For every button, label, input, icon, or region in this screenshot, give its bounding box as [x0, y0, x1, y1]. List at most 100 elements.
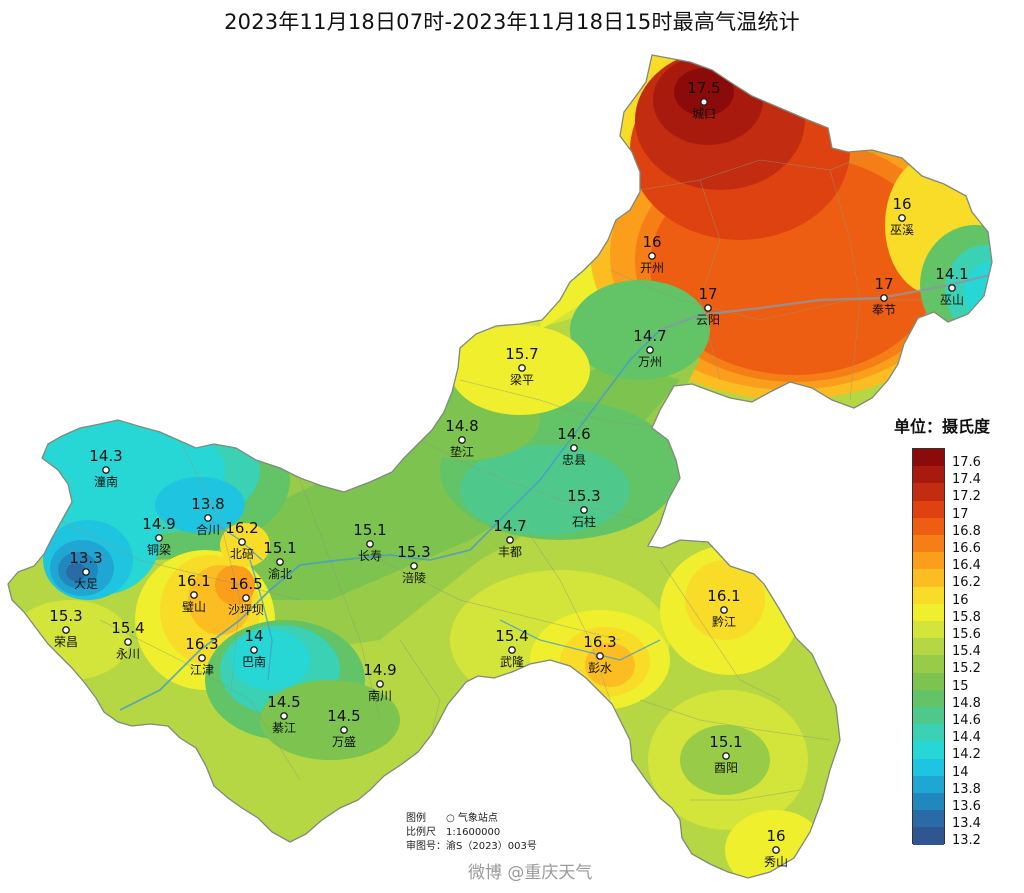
legend-swatch — [913, 449, 944, 467]
notes-legend-value: ○ 气象站点 — [446, 813, 498, 824]
station-dot — [880, 294, 888, 302]
station-value: 15.7 — [505, 345, 538, 363]
legend-label: 16.4 — [952, 558, 981, 574]
station-marker[interactable]: 14.9 铜梁 — [142, 515, 175, 557]
map-title: 2023年11月18日07时-2023年11月18日15时最高气温统计 — [224, 10, 800, 34]
station-value: 16.3 — [185, 635, 218, 653]
station-marker[interactable]: 14.1 巫山 — [935, 265, 968, 307]
station-dot — [518, 364, 526, 372]
station-marker[interactable]: 17 奉节 — [872, 275, 896, 317]
legend-label: 13.8 — [952, 781, 981, 797]
station-marker[interactable]: 14.7 丰都 — [493, 517, 526, 559]
station-marker[interactable]: 13.8 合川 — [191, 495, 224, 537]
station-name: 潼南 — [94, 474, 118, 489]
station-marker[interactable]: 16 开州 — [640, 233, 664, 275]
station-marker[interactable]: 16.1 璧山 — [177, 572, 210, 614]
legend-label: 14.2 — [952, 747, 981, 763]
station-marker[interactable]: 14.5 万盛 — [327, 707, 360, 749]
station-value: 14 — [244, 627, 263, 645]
legend-swatch — [913, 586, 944, 605]
stations-layer: 17.5 城口 16 巫溪 16 开州 17 云阳 17 奉节 14.1 巫山 14.7 万州 15.7 梁平… — [49, 79, 968, 869]
station-name: 江津 — [190, 663, 214, 677]
station-value: 14.9 — [363, 661, 396, 679]
station-name: 秀山 — [764, 855, 788, 869]
legend-swatch — [913, 672, 944, 691]
station-marker[interactable]: 14.3 潼南 — [89, 447, 122, 489]
station-marker[interactable]: 16.3 江津 — [185, 635, 218, 677]
station-dot — [155, 534, 163, 542]
station-marker[interactable]: 15.4 永川 — [111, 619, 144, 661]
notes-legend-label: 图例 — [406, 813, 426, 824]
station-name: 永川 — [116, 647, 140, 661]
station-value: 17 — [698, 285, 717, 303]
station-dot — [276, 558, 284, 566]
legend-label: 16.6 — [952, 541, 981, 556]
legend-swatch — [913, 689, 944, 708]
station-marker[interactable]: 15.7 梁平 — [505, 345, 538, 387]
station-dot — [62, 626, 70, 634]
station-marker[interactable]: 14.8 垫江 — [445, 417, 478, 459]
legend-label: 15.4 — [952, 644, 981, 660]
station-dot — [898, 214, 906, 222]
notes-approval-value: 渝S（2023）003号 — [446, 841, 537, 852]
legend-swatch — [913, 517, 944, 536]
legend-label: 15.2 — [952, 661, 981, 677]
station-marker[interactable]: 17.5 城口 — [687, 79, 720, 121]
station-marker[interactable]: 15.3 荣昌 — [49, 607, 82, 649]
station-marker[interactable]: 16.3 彭水 — [583, 633, 616, 675]
station-marker[interactable]: 16 秀山 — [764, 827, 788, 869]
station-marker[interactable]: 14.7 万州 — [633, 327, 666, 369]
station-value: 17.5 — [687, 79, 720, 97]
station-marker[interactable]: 16 巫溪 — [890, 195, 914, 237]
legend-colorbar — [912, 448, 945, 846]
legend-label: 14.6 — [952, 713, 981, 728]
station-name: 合川 — [196, 522, 220, 537]
station-name: 武隆 — [500, 654, 524, 669]
station-name: 荣昌 — [54, 635, 78, 649]
notes-approval-label: 审图号： — [406, 841, 446, 852]
notes-legend-row: 图例 ○ 气象站点 — [406, 812, 537, 826]
station-value: 14.3 — [89, 447, 122, 465]
station-dot — [250, 646, 258, 654]
legend-label: 14.4 — [952, 730, 981, 746]
station-marker[interactable]: 16.2 北碚 — [225, 519, 258, 561]
station-marker[interactable]: 15.1 渝北 — [263, 539, 296, 581]
station-value: 14.8 — [445, 417, 478, 435]
station-marker[interactable]: 14.6 忠县 — [557, 425, 590, 467]
district-boundaries — [59, 149, 930, 801]
station-dot — [102, 466, 110, 474]
station-value: 14.9 — [142, 515, 175, 533]
station-marker[interactable]: 16.5 沙坪坝 — [228, 575, 264, 617]
station-dot — [948, 284, 956, 292]
station-name: 忠县 — [562, 453, 586, 467]
station-marker[interactable]: 15.1 长寿 — [353, 521, 386, 563]
station-marker[interactable]: 14.5 綦江 — [267, 693, 300, 735]
station-dot — [242, 594, 250, 602]
station-value: 16 — [642, 233, 661, 251]
station-name: 奉节 — [872, 303, 896, 317]
station-value: 14.7 — [493, 517, 526, 535]
station-marker[interactable]: 15.1 酉阳 — [709, 733, 742, 775]
station-marker[interactable]: 16.1 黔江 — [707, 587, 740, 629]
station-value: 14.5 — [267, 693, 300, 711]
station-value: 14.1 — [935, 265, 968, 283]
legend-swatch — [913, 483, 944, 502]
station-name: 涪陵 — [402, 570, 426, 585]
station-value: 15.1 — [353, 521, 386, 539]
station-dot — [458, 436, 466, 444]
station-marker[interactable]: 15.3 石柱 — [567, 487, 600, 529]
station-marker[interactable]: 13.3 大足 — [69, 549, 102, 591]
station-value: 16.1 — [707, 587, 740, 605]
station-name: 开州 — [640, 261, 664, 275]
station-name: 石柱 — [572, 514, 596, 529]
station-marker[interactable]: 15.3 涪陵 — [397, 543, 430, 585]
station-marker[interactable]: 14 巴南 — [242, 627, 266, 669]
notes-scale-label: 比例尺 — [406, 827, 436, 838]
station-name: 彭水 — [588, 661, 612, 675]
station-marker[interactable]: 15.4 武隆 — [495, 627, 528, 669]
notes-scale-row: 比例尺 1:1600000 — [406, 826, 537, 840]
legend-swatch — [913, 707, 944, 725]
station-marker[interactable]: 14.9 南川 — [363, 661, 396, 703]
station-marker[interactable]: 17 云阳 — [696, 285, 720, 327]
